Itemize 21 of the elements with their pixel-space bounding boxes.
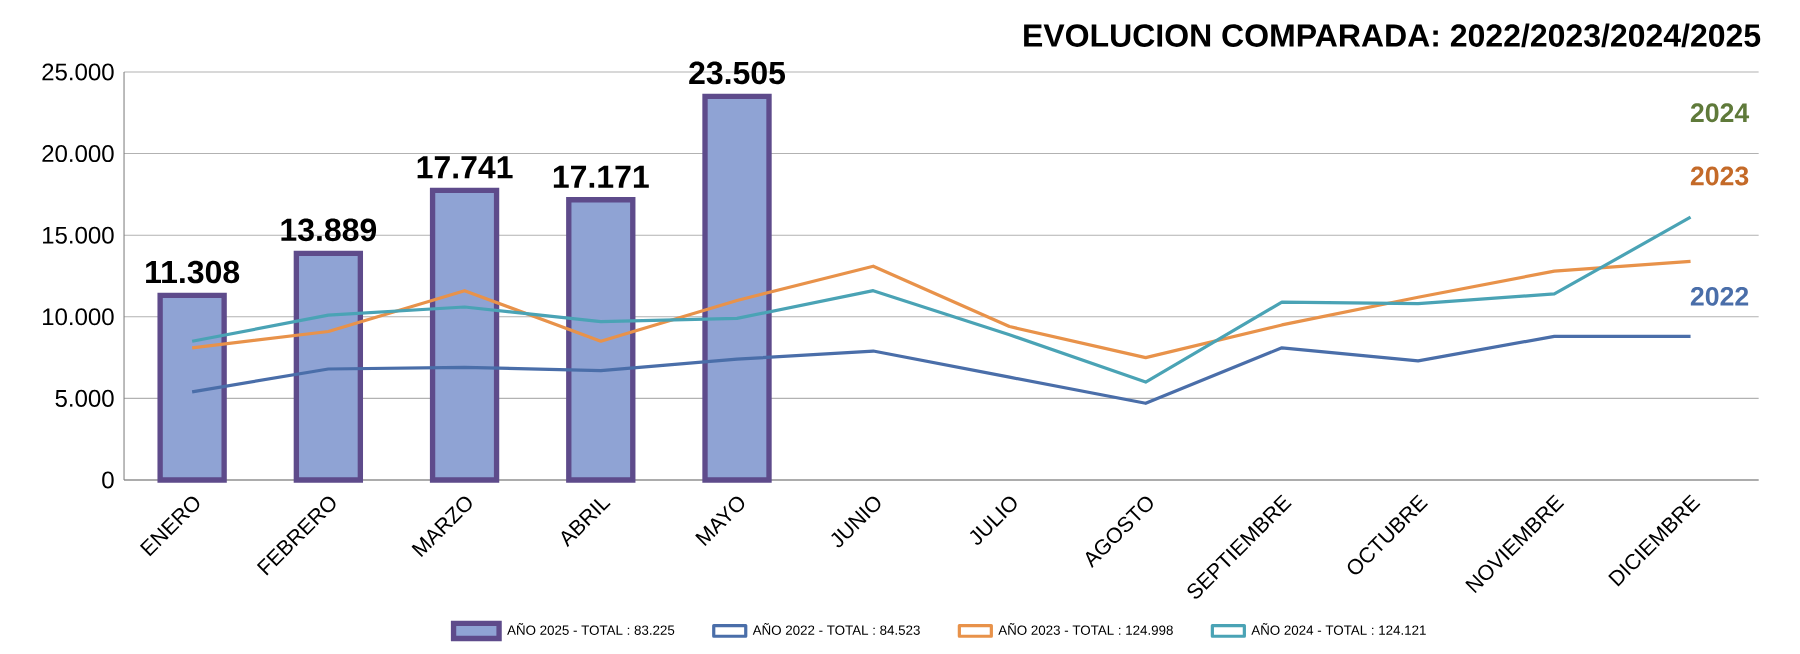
bar <box>429 187 500 483</box>
line-series <box>190 334 1693 405</box>
y-tick-label: 0 <box>102 471 114 489</box>
data-label: 17.171 <box>553 165 649 188</box>
data-label: 23.505 <box>689 61 786 85</box>
annotation: 2024 <box>1690 103 1750 123</box>
y-tick-label: 5.000 <box>55 389 114 407</box>
bar <box>157 292 227 483</box>
bar <box>702 93 772 483</box>
annotation: 2022 <box>1690 286 1749 306</box>
chart-title: EVOLUCION COMPARADA: 2022/2023/2024/2025 <box>1024 23 1761 48</box>
y-tick-label: 25.000 <box>42 63 114 81</box>
y-tick-label: 10.000 <box>43 308 114 326</box>
bar <box>293 250 364 483</box>
y-tick-label: 20.000 <box>42 145 114 163</box>
data-label: 11.308 <box>146 260 240 284</box>
data-label: 13.889 <box>281 218 377 242</box>
bar <box>566 197 636 483</box>
data-label: 17.741 <box>417 156 513 179</box>
y-tick-label: 15.000 <box>43 226 114 244</box>
annotation: 2023 <box>1690 166 1749 186</box>
